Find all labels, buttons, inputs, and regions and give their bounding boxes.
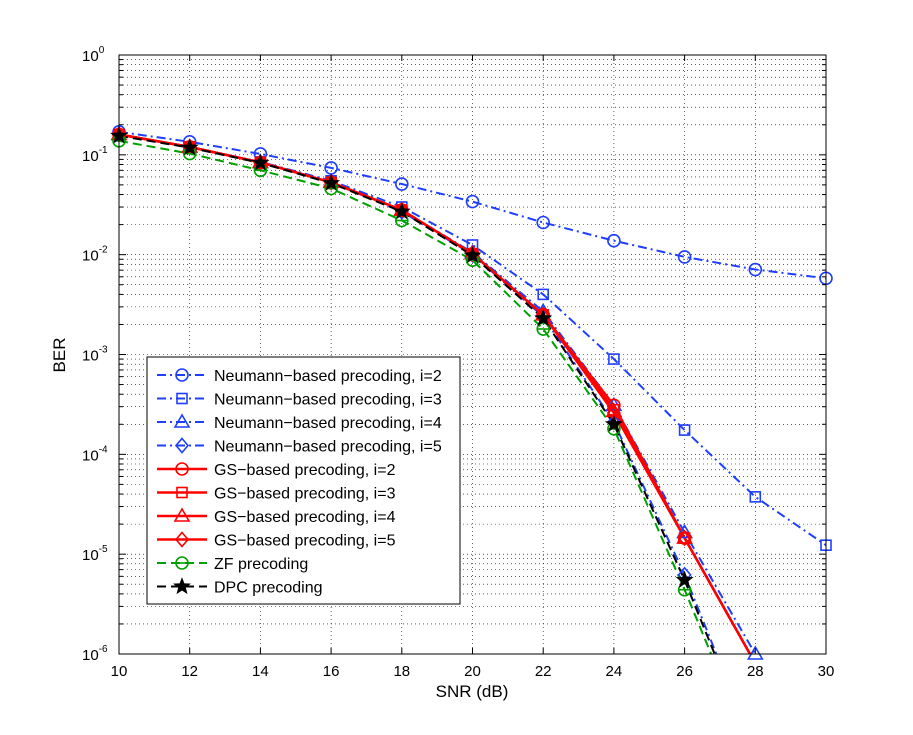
series-2-point [676, 523, 693, 539]
x-tick-label: 26 [676, 663, 693, 680]
legend-label-0: Neumann−based precoding, i=2 [214, 368, 442, 385]
legend-label-8: ZF precoding [214, 556, 308, 573]
legend-label-1: Neumann−based precoding, i=3 [214, 392, 442, 409]
series-9-point [251, 153, 270, 171]
series-0-point [748, 262, 763, 277]
series-line-7 [119, 133, 752, 654]
series-0-point [607, 233, 621, 248]
y-tick-label: 10-1 [82, 145, 108, 165]
series-1-point [537, 288, 550, 301]
legend-label-9: DPC precoding [214, 580, 323, 597]
y-tick-label: 10-3 [82, 345, 108, 365]
series-7-point [324, 174, 339, 191]
x-tick-label: 12 [181, 663, 198, 680]
legend-marker-1 [176, 392, 188, 405]
x-tick-label: 22 [535, 663, 552, 680]
x-tick-label: 20 [464, 663, 481, 680]
legend-marker-5 [176, 486, 188, 499]
axis-ticks [118, 54, 827, 655]
series-9-point [392, 202, 411, 220]
series-8-point [536, 322, 551, 336]
legend: Neumann−based precoding, i=2 Neumann−base… [146, 356, 461, 605]
legend-label-7: GS−based precoding, i=5 [214, 533, 396, 550]
legend-marker-3 [174, 437, 190, 454]
series-9-point [322, 173, 341, 191]
series-7-point [394, 201, 409, 219]
series-layer [119, 130, 826, 654]
y-tick-label: 10-2 [82, 245, 108, 265]
series-0-point [677, 250, 692, 264]
legend-marker-9 [173, 577, 191, 595]
y-axis-label: BER [50, 338, 69, 373]
series-line-0 [119, 130, 826, 280]
x-tick-label: 16 [323, 663, 340, 680]
series-2-point [746, 645, 764, 660]
legend-marker-6 [173, 507, 191, 522]
y-tick-labels: 10-6 10-5 10-4 10-3 10-2 10-1 100 [82, 45, 108, 664]
legend-label-4: GS−based precoding, i=2 [214, 462, 396, 479]
y-tick-label: 10-4 [82, 444, 108, 464]
series-0-point [536, 215, 551, 230]
series-9-point [675, 570, 694, 588]
x-tick-label: 14 [252, 663, 269, 680]
series-9-point [463, 246, 482, 264]
x-axis-label: SNR (dB) [436, 682, 509, 701]
series-7-point [677, 529, 692, 547]
series-1-point [749, 491, 762, 503]
y-tick-label: 10-5 [82, 544, 108, 564]
legend-label-3: Neumann−based precoding, i=5 [214, 439, 442, 456]
y-tick-label: 10-6 [82, 644, 108, 664]
legend-label-2: Neumann−based precoding, i=4 [214, 415, 442, 432]
series-1-point [678, 424, 691, 436]
legend-marker-0 [175, 368, 189, 382]
series-1-point [608, 353, 620, 365]
series-6-point [676, 529, 693, 544]
legend-marker-7 [174, 531, 190, 548]
series-9-point [534, 308, 553, 326]
legend-label-6: GS−based precoding, i=4 [214, 509, 396, 526]
series-9-point [180, 138, 199, 156]
y-tick-label: 100 [82, 45, 105, 65]
legend-marker-4 [175, 462, 189, 476]
x-tick-label: 24 [606, 663, 623, 680]
x-tick-label: 28 [747, 663, 764, 680]
series-0-point [465, 194, 480, 209]
legend-label-5: GS−based precoding, i=3 [214, 486, 396, 503]
series-0-point [394, 177, 409, 191]
series-4-point [607, 398, 621, 413]
x-tick-labels: 10 12 14 16 18 20 22 24 26 28 30 [111, 663, 835, 680]
legend-marker-2 [173, 413, 191, 428]
x-tick-label: 30 [818, 663, 835, 680]
x-tick-label: 10 [111, 663, 128, 680]
legend-marker-8 [175, 556, 189, 570]
x-tick-label: 18 [393, 663, 410, 680]
series-9-point [604, 414, 623, 432]
